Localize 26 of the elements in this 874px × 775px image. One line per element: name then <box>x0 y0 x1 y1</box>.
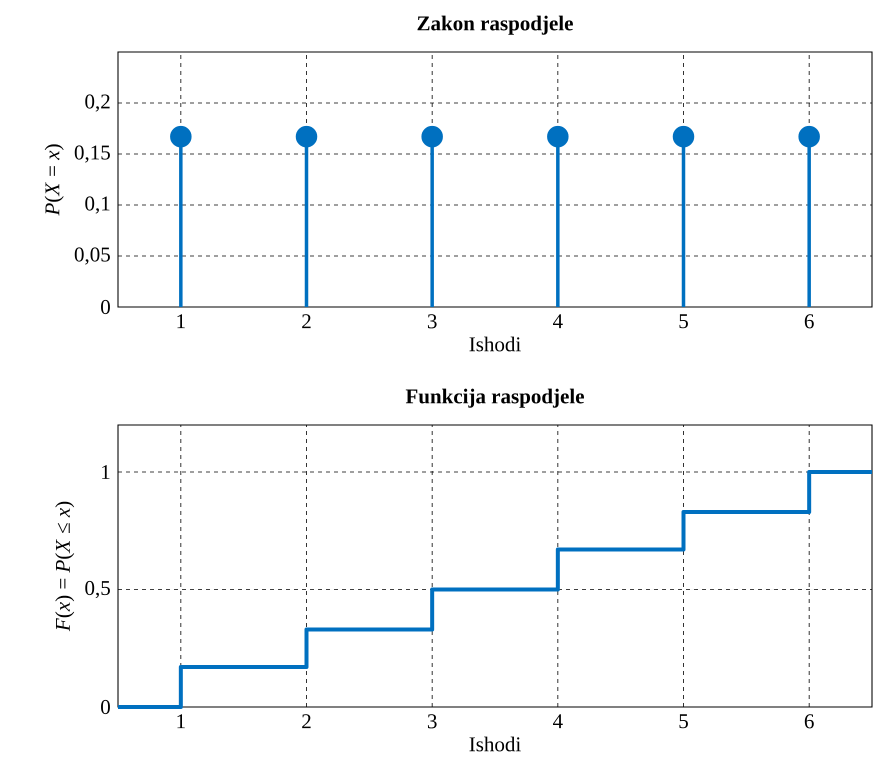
y-tick-label: 0,2 <box>85 94 110 112</box>
y-tick-label: 0,5 <box>85 580 110 598</box>
x-tick-label: 3 <box>428 314 437 328</box>
x-tick-label: 2 <box>302 314 311 328</box>
x-tick-label: 2 <box>302 714 311 728</box>
chart-title: Zakon raspodjele <box>418 16 573 35</box>
y-tick-label: 0 <box>101 300 110 314</box>
x-tick-label: 6 <box>804 714 814 728</box>
x-tick-label: 5 <box>679 314 688 328</box>
x-axis-title: Ishodi <box>470 336 521 352</box>
y-tick-label: 0,05 <box>74 247 110 265</box>
x-tick-label: 6 <box>804 314 814 328</box>
y-tick-label: 0,15 <box>74 145 110 163</box>
y-tick-label: 0 <box>101 700 110 714</box>
y-tick-label: 1 <box>102 465 110 479</box>
x-tick-label: 3 <box>428 714 437 728</box>
chart-title: Funkcija raspodjele <box>406 388 584 408</box>
x-tick-label: 1 <box>177 714 185 728</box>
text: F(x) = P(X ≤ x) <box>55 502 74 632</box>
y-tick-label: 0,1 <box>85 196 110 214</box>
y-axis-title: P(X = x) <box>44 144 64 216</box>
x-tick-label: 4 <box>553 314 563 328</box>
x-tick-label: 4 <box>553 714 563 728</box>
x-tick-label: 5 <box>679 714 688 728</box>
x-tick-label: 1 <box>177 314 185 328</box>
x-axis-title: Ishodi <box>470 736 521 752</box>
